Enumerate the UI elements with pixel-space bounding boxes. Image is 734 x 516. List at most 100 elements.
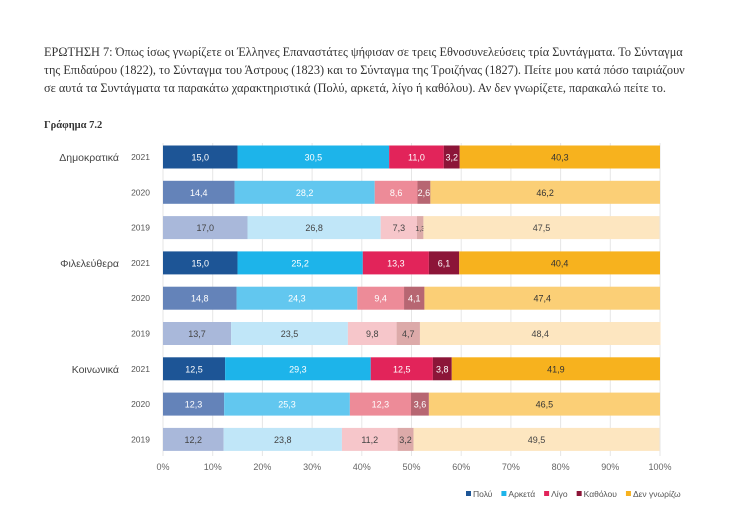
bar-segment [404,286,425,310]
bar-segment [163,251,238,275]
data-label: 48,4 [531,329,549,339]
bar-segment [413,427,660,451]
bar-segment [411,392,429,416]
data-label: 25,2 [291,258,309,268]
data-label: 12,5 [393,364,411,374]
bar-segment [396,322,420,345]
x-tick-label: 0% [156,462,169,472]
data-label: 23,5 [281,329,299,339]
bar-segment [451,357,660,381]
legend-swatch [544,491,550,496]
x-tick-label: 90% [601,462,619,472]
legend-swatch [466,491,471,496]
bar-segment [389,145,444,169]
bar-segment [432,357,452,381]
legend-label: Λίγο [551,489,568,499]
year-label: 2021 [131,364,150,374]
data-label: 17,0 [196,223,214,233]
data-label: 25,3 [278,400,296,410]
data-label: 41,9 [547,364,565,374]
x-tick-label: 40% [353,462,371,472]
data-label: 11,0 [408,153,425,163]
data-label: 9,4 [374,294,387,304]
x-tick-label: 30% [303,462,321,472]
x-tick-label: 20% [253,462,271,472]
bar-segment [163,427,224,451]
data-label: 29,3 [289,364,307,374]
data-label: 12,5 [185,364,203,374]
year-label: 2021 [131,258,150,268]
bar-segment [424,286,660,310]
data-label: 46,2 [536,188,554,198]
data-label: 14,4 [190,188,208,198]
bar-segment [163,180,235,204]
bar-segment [380,216,417,240]
legend-swatch [625,491,631,496]
data-label: 1,3 [415,226,425,233]
data-label: 12,3 [372,400,390,410]
bar-segment [428,392,660,416]
year-label: 2020 [131,293,150,303]
data-label: 14,8 [191,294,209,304]
data-label: 46,5 [536,400,554,410]
bar-segment [397,427,414,451]
data-label: 3,2 [399,435,412,445]
bar-segment [459,251,660,275]
data-label: 2,6 [418,188,431,198]
bar-segment [417,180,431,204]
chart-title: Γράφημα 7.2 [44,120,103,131]
data-label: 49,5 [528,435,546,445]
data-label: 23,8 [274,435,292,445]
legend-label: Δεν γνωρίζω [633,489,681,499]
bar-segment [419,322,661,345]
bar-segment [234,180,375,204]
bar-segment [349,392,412,416]
data-label: 28,2 [296,188,314,198]
x-tick-label: 50% [402,462,420,472]
x-tick-label: 70% [502,462,520,472]
bar-segment [423,216,660,240]
year-label: 2020 [131,187,150,197]
legend-label: Καθόλου [584,489,618,499]
x-tick-label: 60% [452,462,470,472]
year-label: 2020 [131,399,150,409]
bar-segment [163,322,232,345]
bar-segment [357,286,405,310]
data-label: 40,4 [551,258,569,268]
data-label: 3,8 [436,364,449,374]
data-label: 40,3 [551,153,569,163]
x-tick-label: 100% [648,462,671,472]
bar-segment [163,286,237,310]
data-label: 9,8 [366,329,379,339]
bar-segment [374,180,418,204]
data-label: 26,8 [305,223,323,233]
data-label: 15,0 [192,258,210,268]
bar-segment [237,251,363,275]
bar-segment [163,145,238,169]
group-label: Φιλελεύθερα [60,258,119,270]
data-label: 24,3 [288,294,306,304]
data-label: 11,2 [361,435,378,445]
bar-segment [362,251,429,275]
data-label: 6,1 [438,258,451,268]
data-label: 7,3 [393,223,406,233]
bar-segment [347,322,397,345]
legend-swatch [501,491,507,496]
bar-segment [223,427,342,451]
data-label: 12,2 [185,435,203,445]
group-label: Δημοκρατικά [59,152,119,164]
bar-segment [224,392,350,416]
year-label: 2019 [131,329,150,339]
data-label: 3,6 [414,400,427,410]
bar-segment [231,322,348,345]
data-label: 3,2 [445,153,458,163]
bar-segment [237,145,390,169]
data-label: 47,4 [533,294,551,304]
bar-segment [247,216,381,240]
data-label: 8,6 [390,188,403,198]
group-label: Κοινωνικά [72,364,119,376]
data-label: 12,3 [185,400,203,410]
year-label: 2019 [131,434,150,444]
legend-label: Πολύ [473,489,493,499]
